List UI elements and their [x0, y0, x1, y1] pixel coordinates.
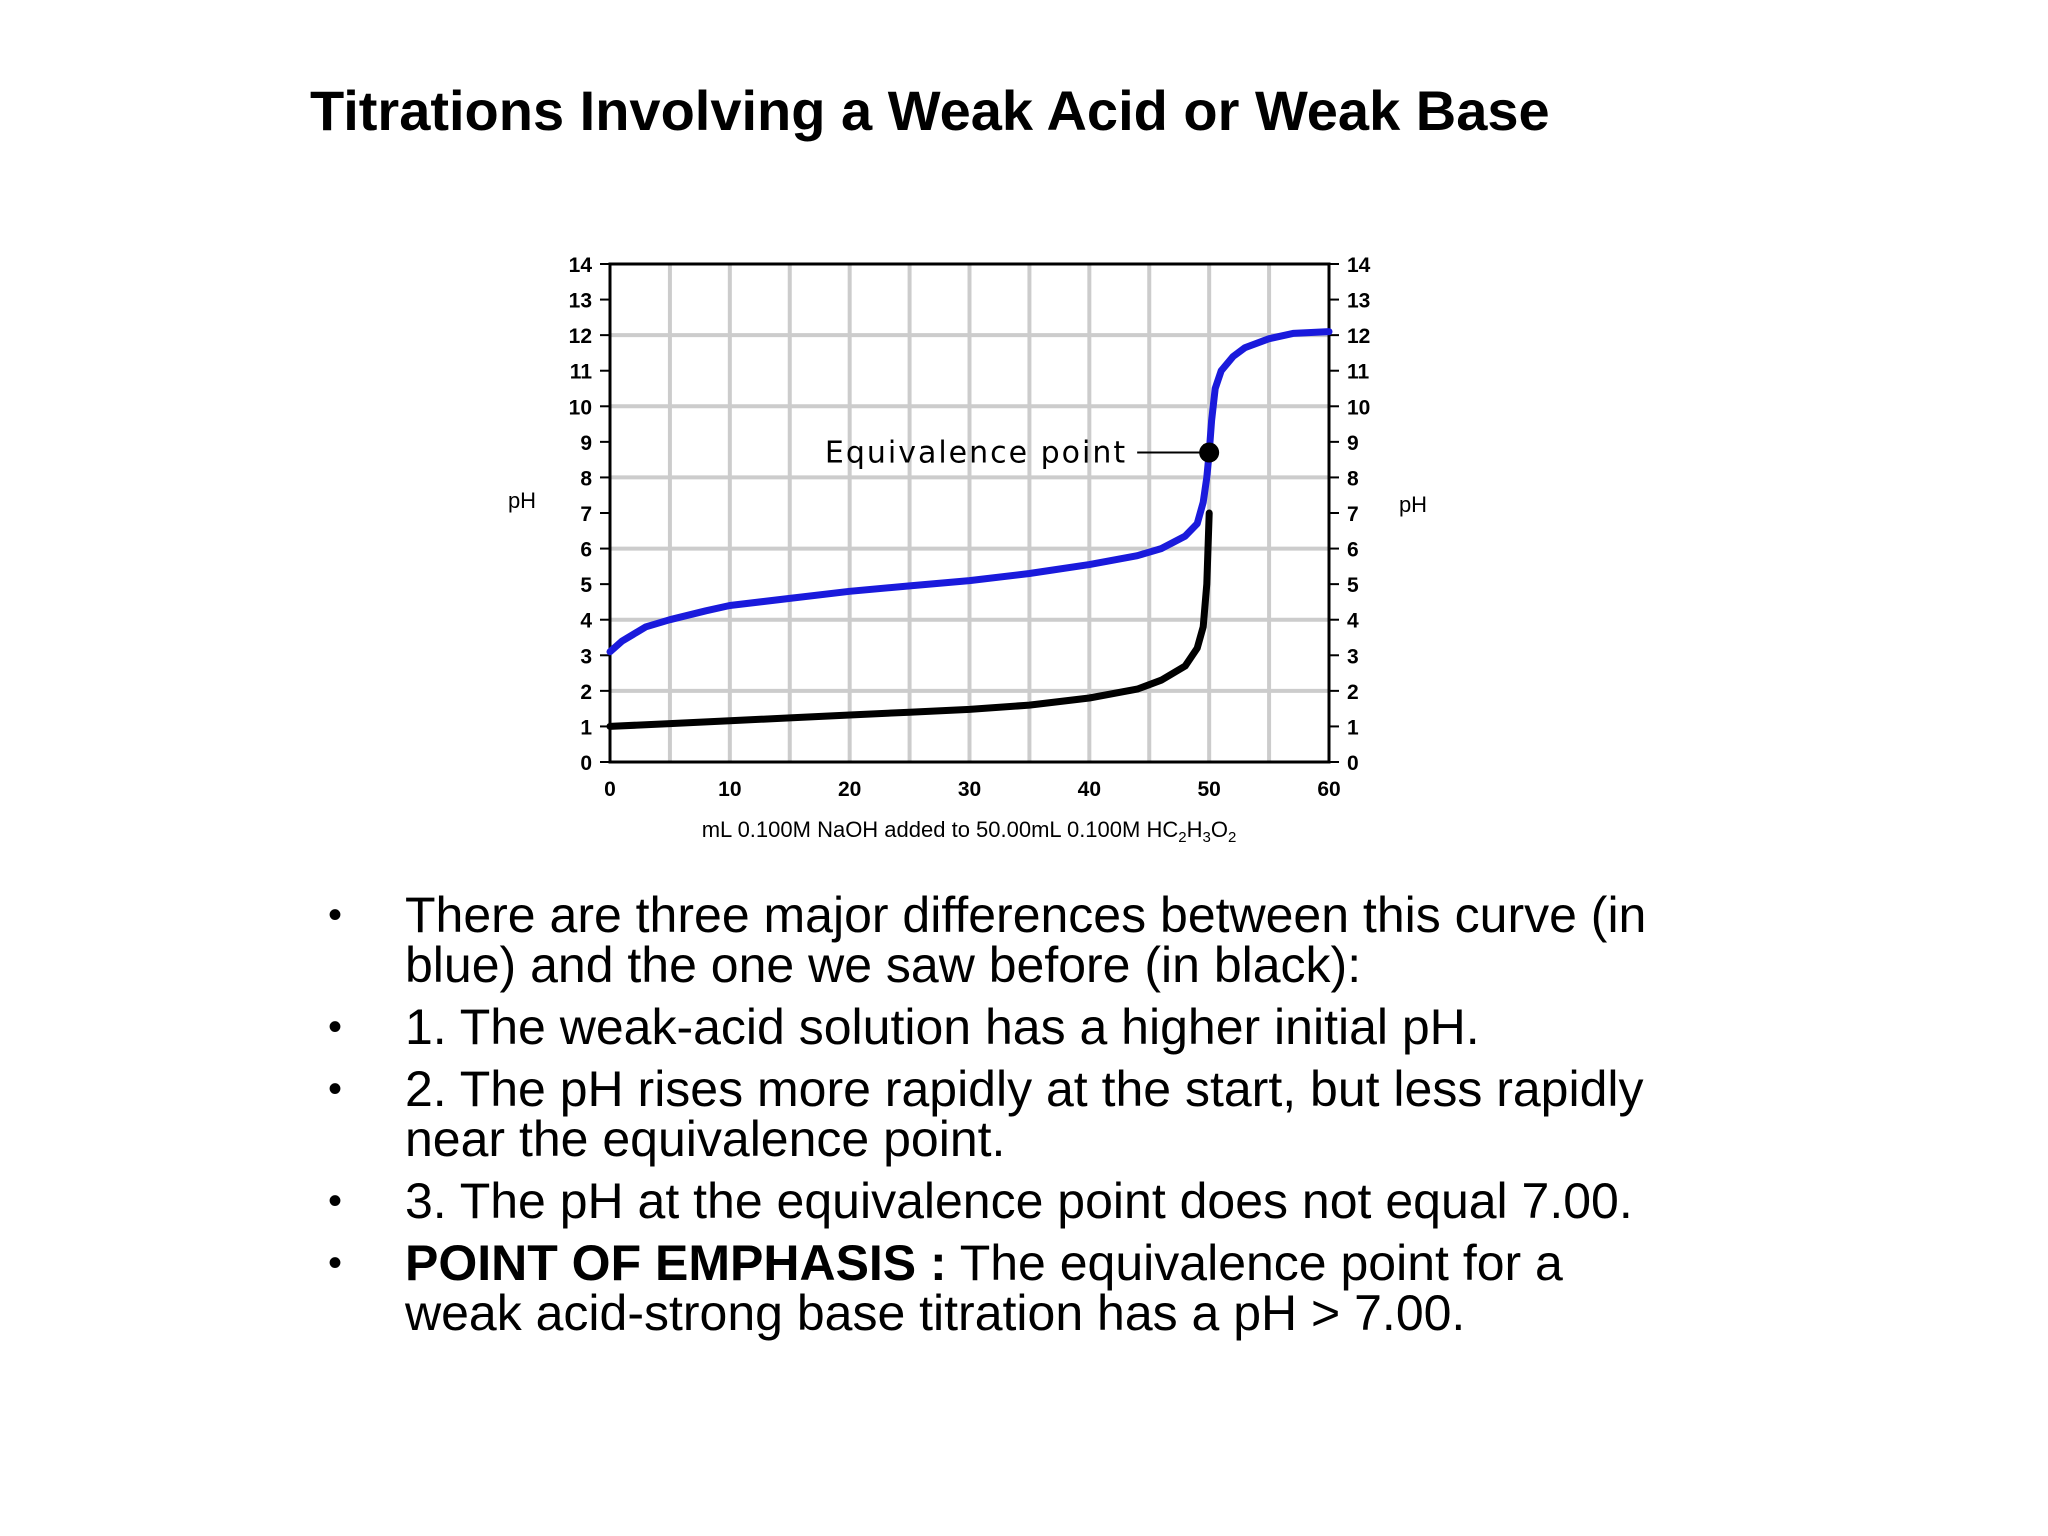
y-tick-label-right: 9 [1347, 432, 1359, 455]
x-axis-label-sub1: 2 [1178, 829, 1186, 846]
y-tick-label-left: 0 [580, 752, 592, 775]
x-tick-label: 0 [604, 778, 616, 801]
bullet-marker: • [328, 1005, 343, 1049]
series-line-strong-acid [606, 509, 1213, 730]
bullet-item: • 3. The pH at the equivalence point does… [320, 1176, 1650, 1226]
grid-layer [610, 264, 1329, 762]
bullet-text: The equivalence point for a weak acid-st… [405, 1235, 1563, 1341]
y-tick-label-left: 8 [580, 467, 592, 490]
y-tick-label-right: 13 [1347, 290, 1370, 313]
x-axis-label-sub3: 2 [1228, 829, 1236, 846]
series-line-weak-acid [606, 328, 1333, 656]
bullet-marker: • [328, 1179, 343, 1223]
x-axis-label: mL 0.100M NaOH added to 50.00mL 0.100M H… [702, 817, 1237, 846]
y-tick-label-right: 6 [1347, 539, 1359, 562]
y-tick-label-left: 7 [580, 503, 592, 526]
y-tick-label-left: 9 [580, 432, 592, 455]
y-tick-label-right: 11 [1347, 361, 1370, 384]
y-tick-label-right: 4 [1347, 610, 1359, 633]
y-tick-label-right: 8 [1347, 467, 1359, 490]
bullet-text: 3. The pH at the equivalence point does … [405, 1173, 1633, 1229]
y-tick-label-right: 12 [1347, 325, 1370, 348]
x-tick-label: 30 [958, 778, 981, 801]
y-tick-label-right: 0 [1347, 752, 1359, 775]
y-tick-label-left: 3 [580, 645, 592, 668]
x-tick-label: 10 [718, 778, 741, 801]
y-tick-label-right: 14 [1347, 254, 1371, 277]
slide-title: Titrations Involving a Weak Acid or Weak… [310, 79, 1550, 142]
y-tick-label-right: 10 [1347, 396, 1370, 419]
bullet-item: • 1. The weak-acid solution has a higher … [320, 1002, 1650, 1052]
bullet-text: 1. The weak-acid solution has a higher i… [405, 999, 1480, 1055]
annotation-label: Equivalence point [825, 436, 1127, 471]
bullet-marker: • [328, 1241, 343, 1285]
equivalence-point-marker [1199, 442, 1220, 463]
y-axis-label-right: pH [1399, 492, 1427, 517]
y-tick-label-left: 12 [569, 325, 592, 348]
x-tick-label: 50 [1197, 778, 1220, 801]
bullet-marker: • [328, 893, 343, 937]
y-tick-label-left: 11 [570, 361, 593, 384]
x-axis-label-sub2: 3 [1202, 829, 1210, 846]
bullet-item: • POINT OF EMPHASIS : The equivalence poi… [320, 1238, 1650, 1338]
bullet-item: • 2. The pH rises more rapidly at the sta… [320, 1064, 1650, 1164]
y-tick-label-left: 4 [580, 610, 592, 633]
bullet-emphasis: POINT OF EMPHASIS : [405, 1235, 947, 1291]
bullet-list: • There are three major differences betwe… [320, 890, 1650, 1350]
y-axis-label-left: pH [508, 488, 536, 513]
y-tick-label-right: 3 [1347, 645, 1359, 668]
annotation-layer: Equivalence point [825, 436, 1220, 471]
bullet-text: 2. The pH rises more rapidly at the star… [405, 1061, 1644, 1167]
x-tick-label: 60 [1317, 778, 1340, 801]
y-tick-label-right: 7 [1347, 503, 1359, 526]
y-tick-label-right: 1 [1347, 716, 1359, 739]
x-tick-label: 40 [1078, 778, 1101, 801]
titration-chart: 0 0 1 1 2 2 3 3 4 4 5 5 6 6 7 7 8 8 9 9 10 10 11 11 12 12 13 13 14 14… [508, 254, 1427, 846]
y-tick-label-right: 2 [1347, 681, 1359, 704]
x-axis-label-end: O [1211, 817, 1228, 842]
x-axis-label-mid: H [1187, 817, 1203, 842]
bullet-item: • There are three major differences betwe… [320, 890, 1650, 990]
bullet-marker: • [328, 1067, 343, 1111]
y-tick-label-left: 2 [580, 681, 592, 704]
x-tick-label: 20 [838, 778, 861, 801]
y-tick-label-left: 13 [569, 290, 592, 313]
y-tick-label-right: 5 [1347, 574, 1359, 597]
y-tick-label-left: 14 [569, 254, 593, 277]
bullet-text: There are three major differences betwee… [405, 887, 1647, 993]
series-layer [606, 328, 1333, 730]
x-axis-label-main: mL 0.100M NaOH added to 50.00mL 0.100M H… [702, 817, 1179, 842]
y-tick-label-left: 5 [580, 574, 592, 597]
y-tick-label-left: 10 [569, 396, 592, 419]
y-tick-label-left: 6 [580, 539, 592, 562]
y-tick-label-left: 1 [580, 716, 592, 739]
